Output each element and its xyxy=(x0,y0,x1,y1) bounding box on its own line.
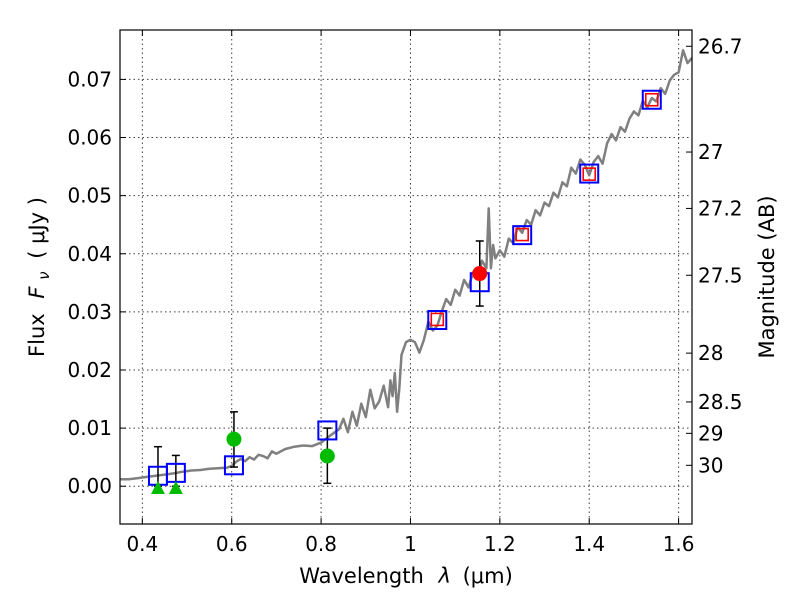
y-tick-label: 0.01 xyxy=(67,416,112,440)
x-axis-label: Wavelength xyxy=(299,564,424,588)
y-tick-label: 0.00 xyxy=(67,474,112,498)
x-axis-symbol: λ xyxy=(437,564,450,588)
x-axis-unit: (μm) xyxy=(463,564,513,588)
synthetic-photometry-square xyxy=(582,167,597,181)
y2-ticks: 26.7 27 27.2 27.5 28 28.5 29 30 xyxy=(686,34,743,477)
y-tick-label: 0.02 xyxy=(67,358,112,382)
y2-tick-label: 28 xyxy=(698,341,723,365)
model-photometry-square xyxy=(317,420,338,441)
y2-tick-label: 26.7 xyxy=(698,34,743,58)
y-axis-subscript: ν xyxy=(35,271,53,279)
plot-frame xyxy=(119,29,693,525)
errorbar-layer xyxy=(153,240,484,487)
spectrum-layer xyxy=(120,49,693,481)
marker-layer xyxy=(147,89,662,494)
y-tick-label: 0.04 xyxy=(67,242,112,266)
y2-tick-label: 30 xyxy=(698,453,723,477)
detection-point xyxy=(472,266,488,282)
y2-tick-label: 28.5 xyxy=(698,390,743,414)
detection-point xyxy=(226,431,242,447)
x-tick-label: 0.8 xyxy=(305,532,337,556)
x-tick-label: 0.4 xyxy=(126,532,158,556)
detection-point xyxy=(319,448,335,464)
x-axis-title: Wavelength λ (μm) xyxy=(299,564,513,588)
model-photometry-square xyxy=(427,310,448,331)
y-tick-label: 0.06 xyxy=(67,126,112,150)
y2-tick-label: 27 xyxy=(698,140,723,164)
y2-axis-title: Magnitude (AB) xyxy=(755,195,779,358)
x-ticks: 0.4 0.6 0.8 1 1.2 1.4 1.6 xyxy=(126,30,695,556)
model-photometry-square xyxy=(579,163,600,184)
x-tick-label: 1.4 xyxy=(573,532,605,556)
y-axis-title: Flux F ν ( μJy ) xyxy=(25,197,54,357)
y-ticks: 0.00 0.01 0.02 0.03 0.04 0.05 0.06 0.07 xyxy=(67,67,126,498)
y-tick-label: 0.07 xyxy=(67,67,112,91)
synthetic-photometry-square xyxy=(644,92,659,107)
x-tick-label: 0.6 xyxy=(216,532,248,556)
model-photometry-square xyxy=(512,225,533,246)
y-axis-unit: ( μJy ) xyxy=(25,197,49,259)
synthetic-photometry-square xyxy=(430,312,445,327)
y-axis-symbol: F xyxy=(25,286,49,299)
x-tick-label: 1.2 xyxy=(484,532,516,556)
model-photometry-square xyxy=(641,89,662,110)
y2-tick-label: 27.5 xyxy=(698,263,743,287)
x-tick-label: 1.6 xyxy=(663,532,695,556)
upper-limit-triangle xyxy=(168,480,183,494)
y-axis-label: Flux xyxy=(25,313,49,357)
y-tick-label: 0.03 xyxy=(67,300,112,324)
synthetic-photometry-square xyxy=(515,227,529,242)
spectrum-line xyxy=(120,49,693,481)
model-photometry-square xyxy=(223,455,244,476)
y-tick-label: 0.05 xyxy=(67,184,112,208)
y2-tick-label: 29 xyxy=(698,421,723,445)
y2-tick-label: 27.2 xyxy=(698,196,743,220)
x-tick-label: 1 xyxy=(404,532,417,556)
grid xyxy=(120,30,692,524)
upper-limit-triangle xyxy=(150,480,165,494)
